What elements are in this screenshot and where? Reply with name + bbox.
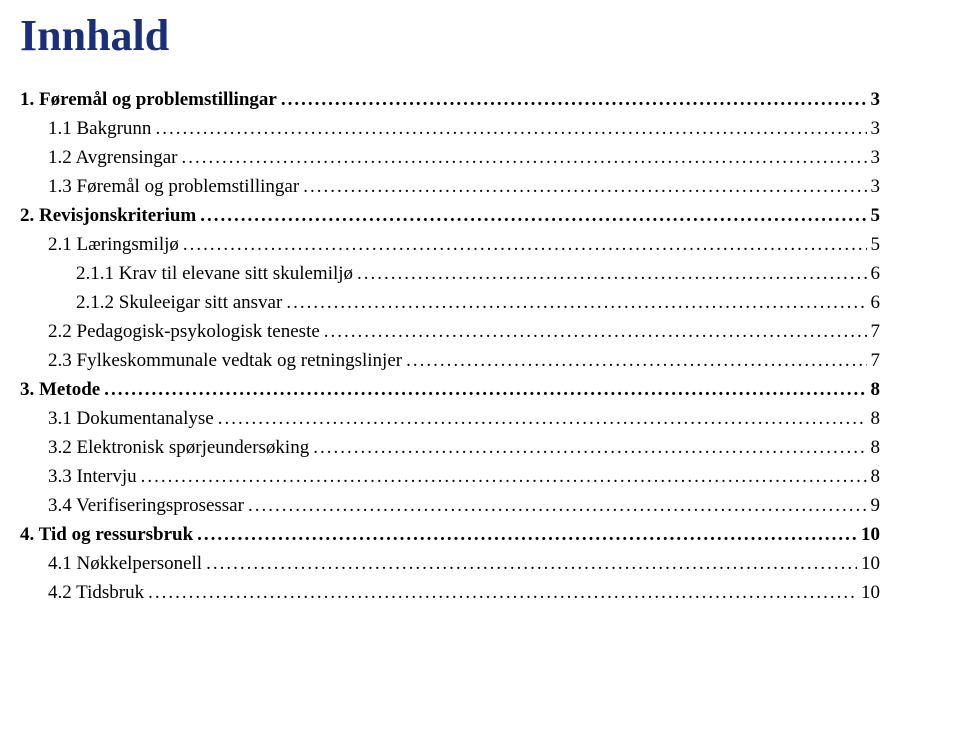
toc-row: 3. Metode 8 — [20, 379, 880, 401]
toc-label: 1.2 Avgrensingar — [48, 147, 177, 169]
toc-page: 6 — [871, 263, 881, 285]
toc-label: 1.3 Føremål og problemstillingar — [48, 176, 299, 198]
toc-leader — [148, 582, 857, 604]
toc-leader — [406, 350, 866, 372]
toc-leader — [281, 89, 867, 111]
table-of-contents: 1. Føremål og problemstillingar31.1 Bakg… — [20, 89, 880, 604]
toc-row: 1.2 Avgrensingar 3 — [48, 147, 880, 169]
toc-row: 2.1.1 Krav til elevane sitt skulemiljø 6 — [76, 263, 880, 285]
toc-label: 1.1 Bakgrunn — [48, 118, 151, 140]
toc-label: 2.1.2 Skuleeigar sitt ansvar — [76, 292, 282, 314]
toc-row: 4. Tid og ressursbruk 10 — [20, 524, 880, 546]
toc-page: 3 — [871, 118, 881, 140]
toc-leader — [218, 408, 867, 430]
toc-leader — [206, 553, 857, 575]
toc-page: 3 — [871, 147, 881, 169]
toc-leader — [155, 118, 866, 140]
toc-label: 3.2 Elektronisk spørjeundersøking — [48, 437, 309, 459]
toc-label: 2.1.1 Krav til elevane sitt skulemiljø — [76, 263, 353, 285]
toc-page: 10 — [861, 524, 880, 546]
toc-label: 4.2 Tidsbruk — [48, 582, 144, 604]
toc-row: 1.3 Føremål og problemstillingar 3 — [48, 176, 880, 198]
toc-leader — [181, 147, 866, 169]
toc-label: 3.1 Dokumentanalyse — [48, 408, 214, 430]
toc-page: 8 — [871, 437, 881, 459]
toc-page: 6 — [871, 292, 881, 314]
toc-row: 2.2 Pedagogisk-psykologisk teneste 7 — [48, 321, 880, 343]
toc-row: 1.1 Bakgrunn 3 — [48, 118, 880, 140]
toc-page: 5 — [871, 234, 881, 256]
toc-label: 2.2 Pedagogisk-psykologisk teneste — [48, 321, 320, 343]
toc-page: 3 — [871, 176, 881, 198]
toc-row: 4.2 Tidsbruk 10 — [48, 582, 880, 604]
toc-page: 10 — [861, 582, 880, 604]
toc-page: 5 — [871, 205, 881, 227]
toc-row: 3.1 Dokumentanalyse 8 — [48, 408, 880, 430]
toc-leader — [197, 524, 857, 546]
toc-page: 9 — [871, 495, 881, 517]
toc-page: 8 — [871, 466, 881, 488]
toc-row: 2.3 Fylkeskommunale vedtak og retningsli… — [48, 350, 880, 372]
toc-label: 3. Metode — [20, 379, 100, 401]
toc-label: 2. Revisjonskriterium — [20, 205, 196, 227]
page-title: Innhald — [20, 10, 880, 61]
toc-row: 3.3 Intervju 8 — [48, 466, 880, 488]
toc-row: 2.1 Læringsmiljø 5 — [48, 234, 880, 256]
toc-label: 2.3 Fylkeskommunale vedtak og retningsli… — [48, 350, 402, 372]
toc-row: 2. Revisjonskriterium 5 — [20, 205, 880, 227]
toc-row: 2.1.2 Skuleeigar sitt ansvar 6 — [76, 292, 880, 314]
toc-leader — [324, 321, 867, 343]
toc-label: 1. Føremål og problemstillingar — [20, 89, 277, 111]
toc-page: 8 — [871, 379, 881, 401]
toc-page: 7 — [871, 350, 881, 372]
toc-leader — [313, 437, 866, 459]
toc-label: 3.4 Verifiseringsprosessar — [48, 495, 244, 517]
toc-page: 8 — [871, 408, 881, 430]
toc-row: 3.2 Elektronisk spørjeundersøking 8 — [48, 437, 880, 459]
toc-page: 3 — [871, 89, 881, 111]
toc-leader — [286, 292, 866, 314]
toc-label: 3.3 Intervju — [48, 466, 137, 488]
toc-page: 7 — [871, 321, 881, 343]
toc-leader — [303, 176, 866, 198]
toc-leader — [183, 234, 867, 256]
toc-page: 10 — [861, 553, 880, 575]
toc-label: 2.1 Læringsmiljø — [48, 234, 179, 256]
toc-leader — [357, 263, 866, 285]
toc-leader — [141, 466, 867, 488]
toc-row: 3.4 Verifiseringsprosessar 9 — [48, 495, 880, 517]
toc-row: 1. Føremål og problemstillingar 3 — [20, 89, 880, 111]
toc-leader — [248, 495, 867, 517]
toc-leader — [104, 379, 866, 401]
toc-label: 4. Tid og ressursbruk — [20, 524, 193, 546]
toc-row: 4.1 Nøkkelpersonell 10 — [48, 553, 880, 575]
toc-label: 4.1 Nøkkelpersonell — [48, 553, 202, 575]
toc-leader — [200, 205, 866, 227]
